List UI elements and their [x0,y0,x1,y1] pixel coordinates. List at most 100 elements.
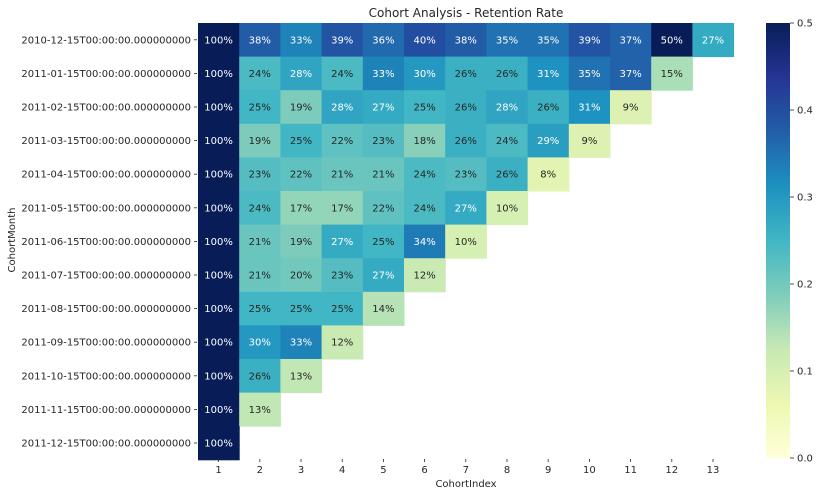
cell-value-label: 34% [413,237,435,248]
cell-value-label: 100% [204,170,233,181]
cell-value-label: 27% [372,271,394,282]
heatmap-cell [321,291,364,326]
heatmap-cell [321,191,364,226]
cell-value-label: 27% [372,103,394,114]
cell-value-label: 26% [537,103,559,114]
heatmap-cell [527,157,570,192]
heatmap-cell [239,23,281,58]
cell-value-label: 28% [331,103,353,114]
y-tick-label: 2011-03-15T00:00:00.000000000 [21,136,191,147]
x-tick-label: 7 [463,465,469,476]
heatmap-cell [651,56,693,91]
colorbar-ticks: 0.0 0.1 0.2 0.3 0.4 0.5 [790,19,813,465]
colorbar-tick-label: 0.3 [797,193,813,204]
cell-value-label: 100% [204,439,233,450]
heatmap-cell [362,23,405,58]
heatmap-cell [362,224,405,259]
x-tick-label: 11 [624,465,637,476]
cell-value-label: 26% [455,69,477,80]
heatmap-cell [362,90,405,125]
cell-value-label: 35% [537,35,559,46]
y-tick-label: 2011-12-15T00:00:00.000000000 [21,439,191,450]
cell-value-label: 25% [413,103,435,114]
y-tick-label: 2011-04-15T00:00:00.000000000 [21,170,191,181]
cell-value-label: 22% [372,203,394,214]
colorbar-tick-label: 0.5 [797,19,813,30]
cell-value-label: 30% [249,338,271,349]
heatmap-cell [280,359,323,394]
y-tick-label: 2011-07-15T00:00:00.000000000 [21,271,191,282]
cell-value-label: 31% [578,103,600,114]
heatmap-cell [404,157,446,192]
heatmap-cell [445,123,487,158]
heatmap-cell [321,56,364,91]
cell-value-label: 25% [290,136,312,147]
heatmap-cell [610,56,652,91]
heatmap-cell [404,23,446,58]
heatmap-cell [610,23,652,58]
heatmap-cell [280,157,323,192]
heatmap-cell [198,90,240,125]
cell-value-label: 21% [331,170,353,181]
heatmap-cell [198,157,240,192]
y-tick-label: 2011-10-15T00:00:00.000000000 [21,371,191,382]
cell-value-label: 26% [249,371,271,382]
heatmap-cell [280,56,323,91]
heatmap-cell [362,157,405,192]
heatmap-cell [568,123,611,158]
cell-value-label: 50% [661,35,683,46]
cell-value-label: 9% [623,103,639,114]
cell-value-label: 26% [455,136,477,147]
cell-value-label: 25% [249,304,271,315]
cell-value-label: 18% [413,136,435,147]
cell-value-label: 33% [372,69,394,80]
x-tick-label: 5 [380,465,386,476]
heatmap-cell [486,90,529,125]
cell-value-label: 21% [249,271,271,282]
cell-value-label: 39% [578,35,600,46]
cell-value-label: 12% [331,338,353,349]
cell-value-label: 38% [249,35,271,46]
cell-value-label: 12% [413,271,435,282]
y-tick-label: 2011-08-15T00:00:00.000000000 [21,304,191,315]
y-axis-label: CohortMonth [7,208,18,273]
cell-value-label: 39% [331,35,353,46]
heatmap-cell [321,224,364,259]
cell-value-label: 17% [331,203,353,214]
cell-value-label: 31% [537,69,559,80]
heatmap-cell [404,123,446,158]
cell-value-label: 35% [496,35,518,46]
y-tick-label: 2010-12-15T00:00:00.000000000 [21,35,191,46]
heatmap-cell [321,157,364,192]
heatmap-cell [198,392,240,427]
heatmap-cell [198,224,240,259]
cell-value-label: 100% [204,203,233,214]
x-tick-label: 6 [421,465,427,476]
x-tick-label: 10 [583,465,596,476]
x-tick-label: 13 [707,465,720,476]
cell-value-label: 22% [290,170,312,181]
cell-value-label: 19% [290,103,312,114]
colorbar-tick-label: 0.0 [797,454,813,465]
cell-value-label: 25% [331,304,353,315]
cell-value-label: 23% [455,170,477,181]
y-tick-label: 2011-01-15T00:00:00.000000000 [21,69,191,80]
heatmap-cell [321,23,364,58]
cell-value-label: 24% [413,170,435,181]
cell-value-label: 13% [290,371,312,382]
cell-value-label: 25% [372,237,394,248]
cell-value-label: 25% [249,103,271,114]
heatmap-cell [198,291,240,326]
cell-value-label: 100% [204,35,233,46]
cell-value-label: 10% [455,237,477,248]
cell-value-label: 30% [413,69,435,80]
heatmap-cell [692,23,735,58]
x-tick-label: 3 [298,465,304,476]
cell-value-label: 100% [204,338,233,349]
heatmap-cell [239,392,281,427]
x-tick-label: 8 [504,465,510,476]
heatmap-cell [362,258,405,293]
heatmap-cell [527,23,570,58]
cell-value-label: 9% [581,136,597,147]
cell-value-label: 36% [372,35,394,46]
